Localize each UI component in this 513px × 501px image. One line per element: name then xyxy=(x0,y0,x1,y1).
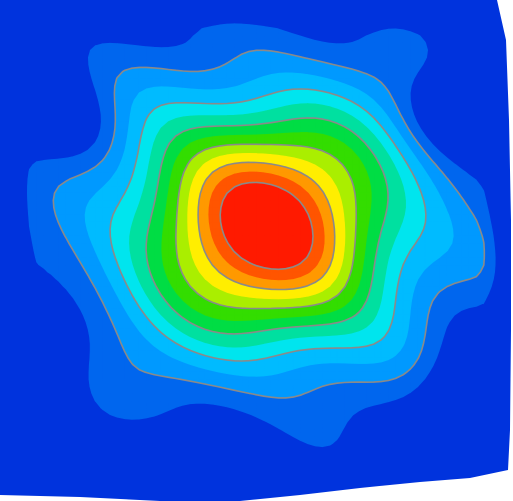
contour-line-12 xyxy=(219,181,314,271)
contour-line-10 xyxy=(197,161,336,291)
contour-line-8 xyxy=(175,143,357,310)
contour-lines xyxy=(52,49,486,399)
contour-line-2 xyxy=(52,49,486,399)
contour-line-6 xyxy=(145,117,389,335)
contour-line-4 xyxy=(109,88,427,362)
